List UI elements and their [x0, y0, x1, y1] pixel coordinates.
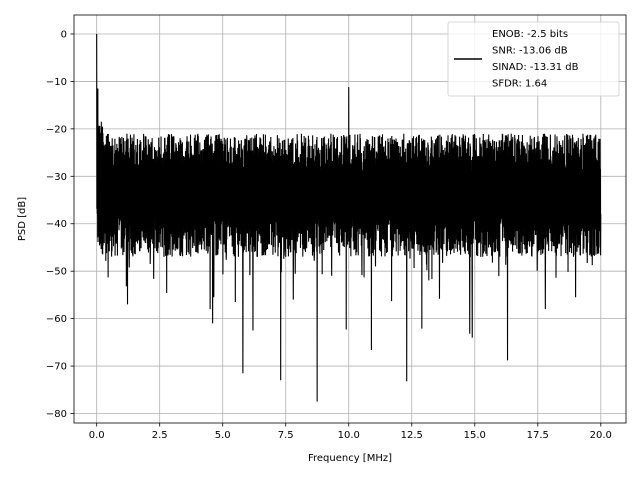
x-tick-label: 17.5	[527, 430, 549, 441]
plot-area	[96, 33, 602, 402]
x-tick-label: 7.5	[278, 430, 294, 441]
y-tick-label: 0	[61, 29, 67, 40]
x-tick-label: 10.0	[338, 430, 360, 441]
x-tick-label: 5.0	[215, 430, 231, 441]
x-axis-label: Frequency [MHz]	[308, 453, 392, 464]
y-tick-label: −10	[46, 77, 67, 88]
legend-box	[447, 21, 620, 97]
x-tick-label: 12.5	[401, 430, 423, 441]
legend-snr: SNR: -13.06 dB	[492, 46, 568, 57]
y-tick-label: −70	[46, 362, 67, 373]
legend-sfdr: SFDR: 1.64	[492, 79, 547, 90]
y-tick-label: −80	[46, 409, 67, 420]
axes-frame	[73, 14, 627, 424]
y-axis-ticks: 0 −10 −20 −30 −40 −50 −60 −70 −80	[46, 29, 74, 420]
x-tick-label: 15.0	[464, 430, 486, 441]
legend: ENOB: -2.5 bits SNR: -13.06 dB SINAD: -1…	[447, 21, 620, 97]
x-axis-ticks: 0.0 2.5 5.0 7.5 10.0 12.5 15.0 17.5 20.0	[89, 423, 612, 441]
psd-series-line	[96, 33, 602, 402]
y-tick-label: −50	[46, 267, 67, 278]
y-tick-label: −40	[46, 219, 67, 230]
legend-enob: ENOB: -2.5 bits	[492, 29, 568, 40]
x-tick-label: 0.0	[89, 430, 105, 441]
legend-sinad: SINAD: -13.31 dB	[492, 62, 579, 73]
y-tick-label: −20	[46, 124, 67, 135]
x-tick-label: 20.0	[590, 430, 612, 441]
y-tick-label: −30	[46, 172, 67, 183]
x-tick-label: 2.5	[152, 430, 168, 441]
y-tick-label: −60	[46, 314, 67, 325]
y-axis-label: PSD [dB]	[17, 197, 28, 241]
